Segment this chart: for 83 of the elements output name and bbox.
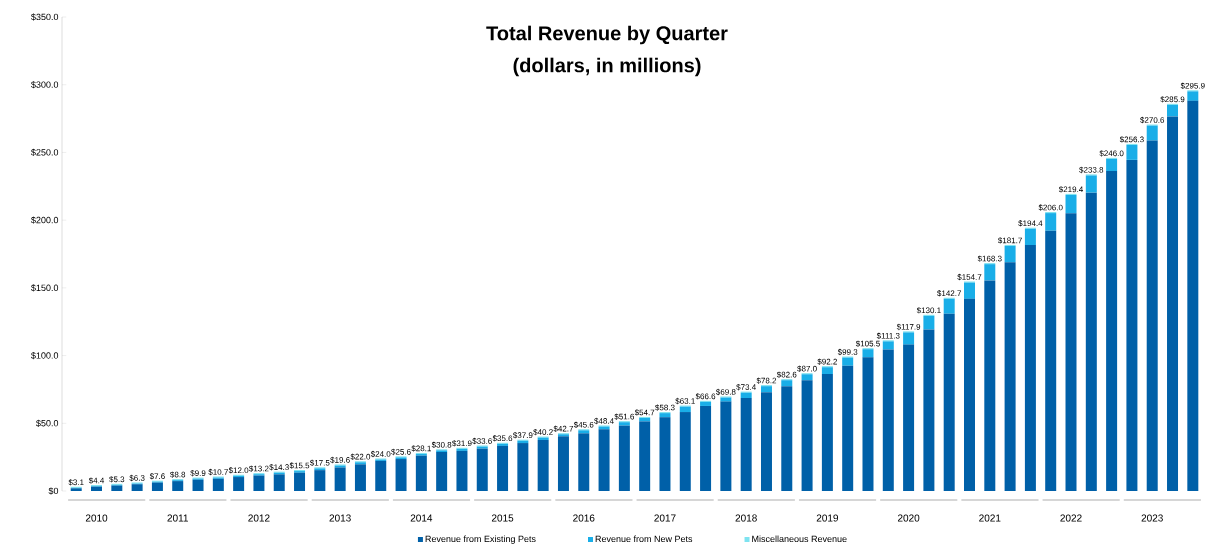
x-tick-label: 2020 — [897, 514, 920, 522]
total-label: $142.7 — [937, 290, 962, 297]
x-tick-label: 2016 — [573, 514, 595, 522]
total-label: $256.3 — [1119, 136, 1144, 143]
x-tick-label: 2011 — [167, 514, 188, 522]
y-tick-label: $250.0 — [31, 148, 59, 157]
total-label: $19.6 — [330, 456, 350, 464]
total-label: $45.6 — [573, 421, 594, 429]
x-tick-label: 2019 — [816, 514, 839, 522]
total-label: $181.7 — [997, 237, 1022, 244]
x-tick-label: 2017 — [654, 514, 676, 522]
total-label: $33.6 — [472, 437, 492, 445]
x-tick-label: 2021 — [979, 514, 1001, 522]
total-label: $31.9 — [452, 440, 472, 447]
total-label: $9.9 — [190, 469, 206, 477]
y-tick-label: $0 — [48, 487, 59, 495]
x-tick-label: 2010 — [85, 514, 108, 522]
total-label: $92.2 — [817, 358, 837, 365]
x-tick-label: 2023 — [1141, 514, 1163, 522]
total-label: $8.8 — [170, 471, 186, 478]
total-label: $24.0 — [370, 450, 391, 458]
y-tick-label: $150.0 — [31, 284, 59, 292]
total-label: $54.7 — [634, 409, 655, 416]
total-label: $285.9 — [1160, 96, 1185, 103]
total-label: $154.7 — [957, 273, 982, 281]
total-label: $30.8 — [431, 441, 452, 449]
total-label: $78.2 — [756, 377, 777, 384]
total-label: $10.7 — [208, 468, 228, 476]
total-label: $194.4 — [1018, 220, 1043, 227]
total-label: $295.9 — [1180, 82, 1205, 90]
total-label: $111.3 — [876, 332, 900, 340]
total-label: $99.3 — [837, 348, 858, 356]
x-tick-label: 2014 — [410, 514, 433, 522]
text: (dollars, in millions) — [513, 57, 701, 77]
total-label: $66.6 — [695, 393, 716, 400]
total-label: $6.3 — [129, 474, 145, 482]
x-tick-label: 2018 — [735, 514, 757, 522]
total-label: $14.3 — [269, 463, 289, 471]
x-tick-label: 2012 — [248, 514, 270, 522]
x-tick-label: 2022 — [1060, 514, 1082, 522]
total-label: $105.5 — [855, 340, 880, 347]
x-tick-label: 2015 — [491, 514, 514, 522]
total-label: $82.6 — [776, 371, 797, 378]
total-label: $117.9 — [896, 323, 921, 331]
total-label: $69.8 — [715, 388, 736, 396]
total-label: $15.5 — [289, 462, 310, 469]
total-label: $13.2 — [249, 465, 269, 472]
total-label: $17.5 — [309, 459, 330, 467]
y-tick-label: $200.0 — [31, 216, 59, 224]
total-label: $168.3 — [977, 255, 1002, 262]
total-label: $58.3 — [655, 404, 675, 411]
total-label: $5.3 — [109, 476, 125, 483]
total-label: $233.8 — [1079, 166, 1104, 174]
total-label: $7.6 — [149, 473, 165, 480]
legend-label: Miscellaneous Revenue — [752, 535, 847, 543]
total-label: $3.1 — [68, 479, 84, 486]
x-tick-label: 2013 — [329, 514, 351, 522]
total-label: $12.0 — [228, 467, 249, 474]
total-label: $48.4 — [594, 417, 614, 425]
y-tick-label: $350.0 — [31, 13, 59, 21]
total-label: $4.4 — [88, 477, 105, 484]
total-label: $42.7 — [553, 425, 574, 432]
y-tick-label: $50.0 — [36, 419, 59, 427]
total-label: $35.6 — [492, 435, 513, 442]
total-label: $73.4 — [736, 383, 756, 391]
legend-label: Revenue from New Pets — [595, 535, 693, 543]
total-label: $37.9 — [512, 431, 533, 439]
legend-label: Revenue from Existing Pets — [425, 535, 536, 544]
y-tick-label: $100.0 — [31, 351, 59, 360]
chart-title: Total Revenue by Quarter — [486, 25, 728, 45]
total-label: $51.6 — [614, 413, 635, 420]
y-tick-label: $300.0 — [31, 81, 59, 89]
total-label: $22.0 — [350, 453, 371, 460]
total-label: $63.1 — [675, 397, 695, 405]
total-label: $40.2 — [533, 428, 553, 436]
total-label: $28.1 — [411, 445, 431, 452]
total-label: $270.6 — [1140, 116, 1165, 124]
total-label: $87.0 — [797, 365, 817, 372]
total-label: $130.1 — [916, 307, 941, 314]
total-label: $206.0 — [1038, 204, 1063, 211]
total-label: $219.4 — [1058, 186, 1084, 193]
total-label: $25.6 — [391, 448, 411, 456]
total-label: $246.0 — [1099, 150, 1124, 157]
